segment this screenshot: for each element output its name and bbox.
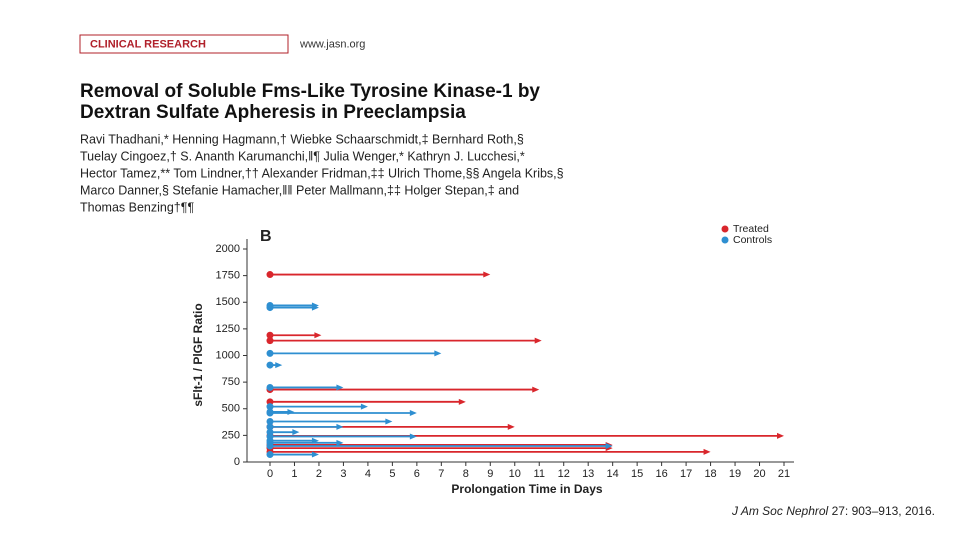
citation-details: 27: 903–913, 2016.	[832, 504, 935, 518]
arrow-head	[360, 403, 368, 410]
author-line: Thomas Benzing†¶¶	[80, 200, 194, 214]
start-dot	[266, 361, 274, 369]
author-line: Hector Tamez,** Tom Lindner,†† Alexander…	[80, 166, 564, 180]
arrow-head	[483, 271, 491, 278]
x-tick-label: 21	[778, 468, 790, 480]
x-tick-label: 16	[655, 468, 667, 480]
x-axis-label: Prolongation Time in Days	[451, 482, 602, 496]
arrow-head	[434, 350, 442, 357]
y-tick-label: 1250	[216, 323, 240, 335]
start-dot	[266, 423, 274, 431]
y-tick-label: 750	[222, 376, 240, 388]
x-tick-label: 12	[558, 468, 570, 480]
x-tick-label: 8	[463, 468, 469, 480]
arrow-head	[292, 429, 300, 436]
x-tick-label: 20	[753, 468, 765, 480]
start-dot	[266, 403, 274, 411]
arrow-head	[314, 332, 322, 339]
x-tick-label: 18	[704, 468, 716, 480]
arrow-head	[311, 451, 319, 458]
arrow-head	[458, 398, 466, 405]
x-tick-label: 14	[607, 468, 619, 480]
y-tick-label: 250	[222, 429, 240, 441]
x-tick-label: 15	[631, 468, 643, 480]
x-tick-label: 10	[509, 468, 521, 480]
arrow-head	[409, 410, 417, 417]
start-dot	[266, 271, 274, 279]
arrow-head	[336, 423, 344, 430]
arrow-head	[275, 362, 283, 369]
citation: J Am Soc Nephrol 27: 903–913, 2016.	[731, 504, 935, 518]
arrow-head	[336, 439, 344, 446]
arrow-head	[336, 384, 344, 391]
x-tick-label: 2	[316, 468, 322, 480]
x-tick-label: 13	[582, 468, 594, 480]
start-dot	[266, 398, 274, 406]
x-tick-label: 6	[414, 468, 420, 480]
title-line: Dextran Sulfate Apheresis in Preeclampsi…	[80, 102, 466, 123]
legend-label: Controls	[733, 234, 772, 246]
y-tick-label: 1500	[216, 296, 240, 308]
panel-label: B	[260, 228, 272, 245]
start-dot	[266, 442, 274, 450]
arrow-head	[385, 418, 393, 425]
citation-journal: J Am Soc Nephrol	[731, 504, 829, 518]
x-tick-label: 5	[389, 468, 395, 480]
arrow-head	[409, 433, 417, 440]
arrow-head	[507, 423, 515, 430]
x-tick-label: 4	[365, 468, 371, 480]
start-dot	[266, 304, 274, 312]
x-tick-label: 0	[267, 468, 273, 480]
title-line: Removal of Soluble Fms-Like Tyrosine Kin…	[80, 81, 540, 102]
x-tick-label: 17	[680, 468, 692, 480]
arrow-head	[777, 432, 784, 439]
arrow-head	[605, 443, 613, 450]
start-dot	[266, 337, 274, 345]
start-dot	[266, 331, 274, 339]
x-tick-label: 7	[438, 468, 444, 480]
url: www.jasn.org	[299, 38, 365, 50]
arrow-head	[532, 386, 540, 393]
start-dot	[266, 418, 274, 426]
section: CLINICAL RESEARCH	[90, 38, 206, 50]
arrow-head	[311, 304, 319, 311]
arrow-head	[287, 408, 295, 415]
y-tick-label: 0	[234, 456, 240, 468]
x-tick-label: 19	[729, 468, 741, 480]
legend-marker	[721, 225, 729, 233]
arrow-head	[534, 337, 542, 344]
x-tick-label: 3	[340, 468, 346, 480]
legend-marker	[721, 236, 729, 244]
legend-label: Treated	[733, 223, 769, 235]
author-line: Ravi Thadhani,* Henning Hagmann,† Wiebke…	[80, 132, 524, 146]
y-tick-label: 1750	[216, 270, 240, 282]
x-tick-label: 1	[291, 468, 297, 480]
section-box	[79, 34, 289, 54]
y-axis-label: sFlt-1 / PlGF Ratio	[191, 303, 205, 406]
start-dot	[266, 349, 274, 357]
start-dot	[266, 383, 274, 391]
y-tick-label: 2000	[216, 243, 240, 255]
author-line: Marco Danner,§ Stefanie Hamacher,‖‖ Pete…	[80, 183, 519, 197]
author-line: Tuelay Cingoez,† S. Ananth Karumanchi,‖¶…	[80, 149, 525, 163]
x-tick-label: 9	[487, 468, 493, 480]
y-tick-label: 1000	[216, 349, 240, 361]
y-tick-label: 500	[222, 403, 240, 415]
start-dot	[266, 409, 274, 417]
x-tick-label: 11	[534, 468, 545, 480]
start-dot	[266, 451, 274, 459]
arrow-head	[703, 448, 711, 455]
